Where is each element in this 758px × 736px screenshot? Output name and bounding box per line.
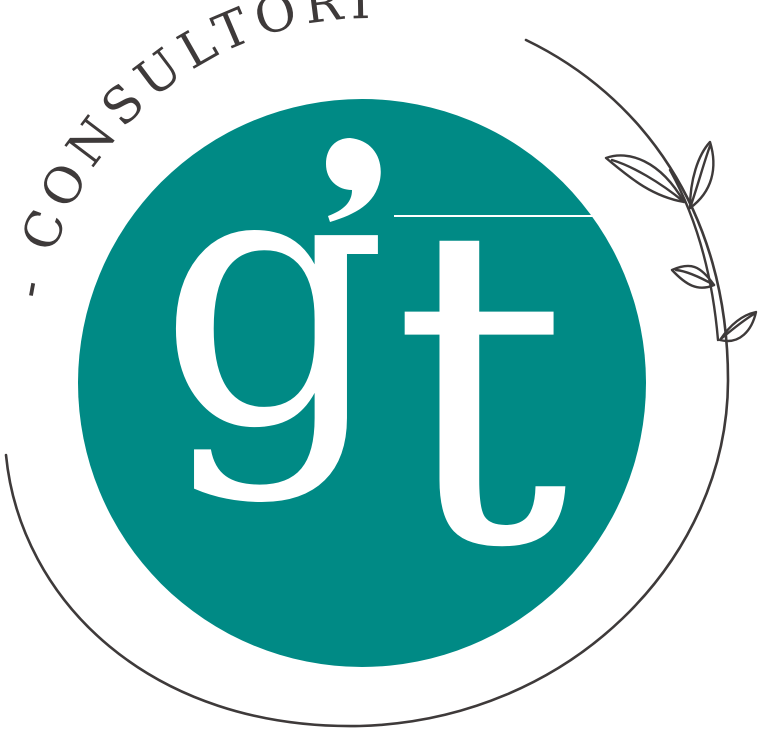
teal-circle — [78, 99, 646, 667]
olive-branch-icon — [604, 140, 758, 343]
monogram-t: t — [392, 132, 571, 644]
monogram: g t — [158, 88, 594, 644]
apostrophe-mark — [326, 138, 381, 222]
monogram-g: g — [158, 88, 388, 507]
outer-ring-line — [4, 38, 730, 728]
